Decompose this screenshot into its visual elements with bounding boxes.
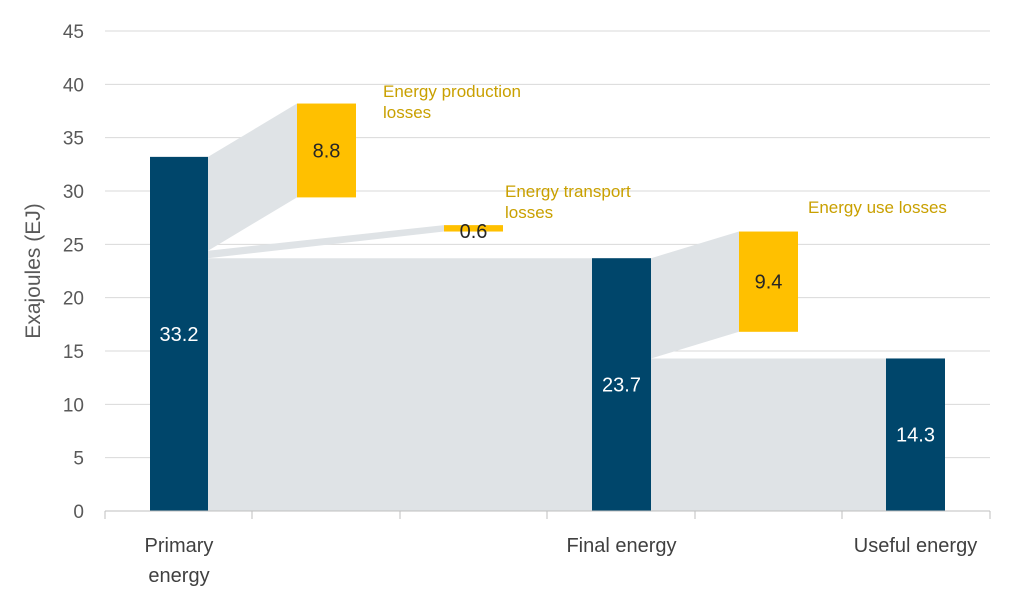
annotation-use-0: Energy use losses — [808, 198, 947, 217]
chart-labels: 0 5 10 15 20 25 30 35 40 45 Exajoules (EJ) 33.2 Prim… — [22, 22, 977, 587]
loss-bar-production — [297, 103, 356, 198]
loss-value-use: 9.4 — [755, 272, 783, 294]
loss-bar-transport — [444, 225, 503, 232]
annotation-transport-1: losses — [505, 203, 553, 222]
y-tick-label-25: 25 — [63, 235, 84, 256]
category-label-final-0: Final energy — [566, 535, 676, 557]
bar-primary — [150, 156, 208, 511]
bar-value-final: 23.7 — [602, 375, 641, 397]
bar-final — [592, 258, 651, 511]
flow-final-to-useful — [651, 358, 886, 511]
y-tick-label-35: 35 — [63, 129, 84, 150]
y-tick-label-30: 30 — [63, 182, 84, 203]
energy-bars — [150, 156, 945, 511]
annotation-production-0: Energy production — [383, 82, 521, 101]
flow-use-losses — [651, 231, 739, 359]
bar-useful — [886, 358, 945, 511]
flow-production-losses — [208, 103, 297, 251]
loss-bars — [297, 103, 798, 332]
category-label-primary-0: Primary — [145, 535, 214, 557]
bar-value-useful: 14.3 — [896, 425, 935, 447]
y-tick-label-20: 20 — [63, 289, 84, 310]
annotation-transport-0: Energy transport — [505, 182, 631, 201]
bar-value-primary: 33.2 — [160, 324, 199, 346]
category-label-primary-1: energy — [148, 565, 209, 587]
y-tick-label-45: 45 — [63, 22, 84, 43]
y-tick-label-15: 15 — [63, 342, 84, 363]
y-tick-label-40: 40 — [63, 75, 84, 96]
y-tick-label-10: 10 — [63, 395, 84, 416]
loss-value-transport: 0.6 — [460, 221, 488, 243]
axes — [104, 510, 991, 519]
y-tick-label-5: 5 — [73, 449, 84, 470]
y-tick-label-0: 0 — [73, 502, 84, 523]
flow-primary-to-final — [208, 258, 592, 511]
y-axis-label: Exajoules (EJ) — [22, 203, 45, 338]
loss-value-production: 8.8 — [313, 140, 341, 162]
flow-transport-losses — [208, 225, 444, 259]
flow-bands — [208, 103, 886, 511]
category-label-useful-0: Useful energy — [854, 535, 977, 557]
annotation-production-1: losses — [383, 103, 431, 122]
loss-bar-use — [739, 231, 798, 332]
